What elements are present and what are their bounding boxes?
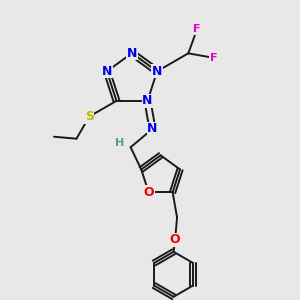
Text: S: S xyxy=(85,110,94,123)
Text: F: F xyxy=(193,24,201,34)
Text: O: O xyxy=(170,233,180,246)
Text: H: H xyxy=(115,138,124,148)
Text: N: N xyxy=(102,65,112,78)
Text: N: N xyxy=(127,46,137,60)
Text: N: N xyxy=(147,122,158,135)
Text: N: N xyxy=(152,65,162,78)
Text: F: F xyxy=(210,53,217,63)
Text: N: N xyxy=(142,94,153,107)
Text: O: O xyxy=(143,186,154,199)
